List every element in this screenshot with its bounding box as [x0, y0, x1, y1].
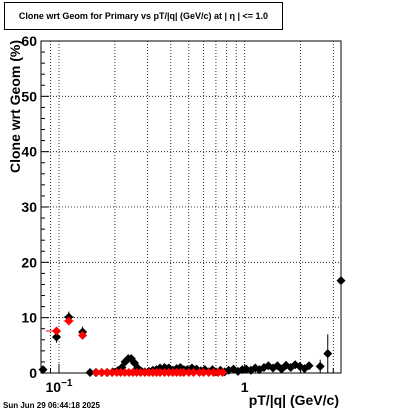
data-marks — [38, 195, 346, 377]
black-data-point — [323, 349, 333, 359]
axes — [40, 40, 334, 374]
black-data-point — [315, 361, 325, 371]
red-data-point — [218, 367, 228, 377]
red-data-point — [64, 316, 74, 326]
y-tick-label: 20 — [21, 254, 37, 270]
red-data-point — [107, 367, 117, 377]
chart-title: Clone wrt Geom for Primary vs pT/|q| (Ge… — [4, 2, 283, 30]
red-data-point — [78, 330, 88, 340]
black-data-point — [52, 332, 62, 342]
timestamp: Sun Jun 29 06:44:18 2025 — [3, 401, 100, 410]
y-tick-label: 0 — [29, 365, 37, 381]
y-tick-label: 10 — [21, 310, 37, 326]
black-data-point — [304, 361, 314, 371]
y-tick-label: 30 — [21, 199, 37, 215]
grid — [40, 41, 341, 373]
red-data-point — [91, 367, 101, 377]
x-tick-label: 1 — [241, 379, 249, 395]
red-data-point — [179, 367, 189, 377]
black-data-point — [85, 367, 95, 377]
y-tick-label: 50 — [21, 88, 37, 104]
red-data-point — [209, 367, 219, 377]
red-data-point — [199, 367, 209, 377]
red-data-point — [52, 326, 62, 336]
red-data-point — [97, 367, 107, 377]
black-data-point — [38, 365, 48, 375]
red-data-point — [189, 367, 199, 377]
red-data-point — [184, 367, 194, 377]
red-data-point — [102, 367, 112, 377]
y-tick-label: 40 — [21, 144, 37, 160]
y-axis-label: Clone wrt Geom (%) — [7, 40, 23, 173]
y-tick-label: 60 — [21, 33, 37, 49]
red-data-point — [204, 367, 214, 377]
x-tick-label: 10−1 — [46, 378, 73, 395]
tick-labels: 0 10 20 30 40 50 60 10−1 1 — [21, 33, 248, 395]
x-axis-label: pT/|q| (GeV/c) — [249, 392, 339, 408]
black-data-point — [336, 276, 346, 286]
